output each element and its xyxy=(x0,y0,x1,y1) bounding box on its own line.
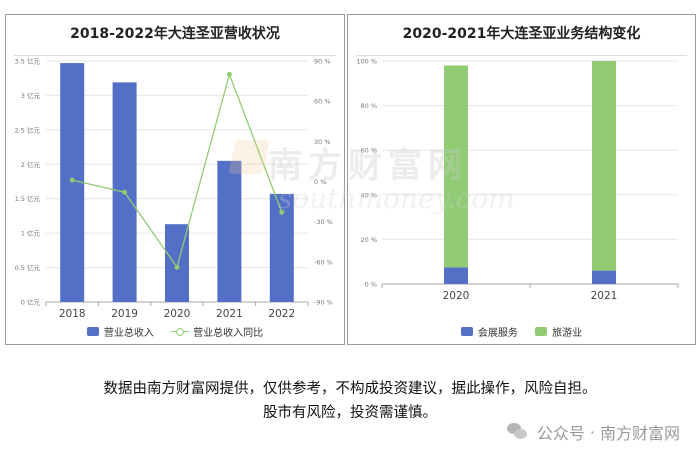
y-left-tick-label: 3.5 亿元 xyxy=(15,57,41,66)
legend-swatch-bar xyxy=(86,327,99,336)
x-tick-label: 2020 xyxy=(164,308,191,320)
y-tick-label: 60 % xyxy=(360,147,377,155)
bar-segment-tourism-2020 xyxy=(444,65,468,268)
wechat-icon xyxy=(506,423,529,441)
account-name: 南方财富网 xyxy=(599,424,680,443)
bar-revenue-2021 xyxy=(217,160,242,302)
y-left-tick-label: 1.5 亿元 xyxy=(15,194,41,203)
x-tick-label: 2019 xyxy=(111,308,138,320)
y-right-tick-label: 30 % xyxy=(314,138,331,146)
legend-swatch-bar xyxy=(535,327,548,336)
legend-item-exhibition[interactable]: 会展服务 xyxy=(460,324,518,339)
legend-label: 营业总收入 xyxy=(103,328,154,339)
y-tick-label: 100 % xyxy=(356,58,377,66)
legend-swatch-line xyxy=(171,327,190,336)
panel-title: 2020-2021年大连圣亚业务结构变化 xyxy=(402,26,641,42)
y-tick-label: 0 % xyxy=(365,281,377,289)
legend-item-revenue-yoy[interactable]: 营业总收入同比 xyxy=(171,324,263,339)
legend-swatch-bar xyxy=(460,327,473,336)
account-prefix: 公众号 xyxy=(536,424,585,443)
bar-segment-exhibition-2020 xyxy=(444,267,468,284)
y-right-tick-label: -30 % xyxy=(314,218,333,226)
y-right-tick-label: 60 % xyxy=(314,98,331,106)
point-revenue-yoy-2020 xyxy=(174,264,180,270)
bar-segment-tourism-2021 xyxy=(592,61,616,271)
y-right-tick-label: 90 % xyxy=(314,58,331,66)
title-divider xyxy=(356,55,687,56)
x-tick-label: 2021 xyxy=(591,290,618,302)
chart-legend: 会展服务 旅游业 xyxy=(348,324,695,339)
x-tick-label: 2021 xyxy=(216,308,243,320)
y-right-tick-label: -60 % xyxy=(314,258,333,266)
y-left-tick-label: 1 亿元 xyxy=(21,229,41,238)
x-tick-label: 2020 xyxy=(443,290,470,302)
disclaimer-line-1: 数据由南方财富网提供，仅供参考，不构成投资建议，据此操作，风险自担。 xyxy=(103,381,597,397)
bar-segment-exhibition-2021 xyxy=(592,270,616,284)
y-left-tick-label: 0 亿元 xyxy=(21,298,41,307)
y-tick-label: 40 % xyxy=(360,191,377,199)
y-right-tick-label: 0 % xyxy=(314,178,326,186)
disclaimer-line-2: 股市有风险，投资需谨慎。 xyxy=(263,405,437,421)
y-left-tick-label: 0.5 亿元 xyxy=(15,263,41,272)
y-left-tick-label: 3 亿元 xyxy=(21,91,41,100)
legend-label: 营业总收入同比 xyxy=(193,328,264,339)
y-tick-label: 20 % xyxy=(360,236,377,244)
point-revenue-yoy-2022 xyxy=(279,209,285,215)
legend-item-tourism[interactable]: 旅游业 xyxy=(535,324,582,339)
x-tick-label: 2022 xyxy=(268,308,295,320)
panel-title: 2018-2022年大连圣亚营收状况 xyxy=(70,26,280,42)
x-tick-label: 2018 xyxy=(59,308,86,320)
footer-separator: · xyxy=(589,422,595,442)
legend-label: 会展服务 xyxy=(477,328,518,339)
y-left-tick-label: 2.5 亿元 xyxy=(15,125,41,134)
wechat-account-footer: 公众号 · 南方财富网 xyxy=(506,420,680,444)
y-left-tick-label: 2 亿元 xyxy=(21,160,41,169)
title-divider xyxy=(14,55,336,56)
chart-legend: 营业总收入 营业总收入同比 xyxy=(6,324,344,339)
legend-label: 旅游业 xyxy=(552,328,583,339)
business-structure-chart-panel: 2020-2021年大连圣亚业务结构变化 0 % 20 % 40 % 60 % 80 %… xyxy=(347,14,696,345)
point-revenue-yoy-2021 xyxy=(226,71,232,77)
legend-item-revenue[interactable]: 营业总收入 xyxy=(86,324,154,339)
y-right-tick-label: -90 % xyxy=(314,299,333,307)
point-revenue-yoy-2018 xyxy=(69,177,75,183)
revenue-chart-panel: 2018-2022年大连圣亚营收状况 0 亿元 0.5 亿元 1 亿元 1.5 亿元 2… xyxy=(5,14,345,345)
business-structure-chart: 0 % 20 % 40 % 60 % 80 % 100 % 2020 2021 xyxy=(356,58,679,302)
y-tick-label: 80 % xyxy=(360,102,377,110)
revenue-chart: 0 亿元 0.5 亿元 1 亿元 1.5 亿元 2 亿元 2.5 亿元 3 亿元 3.5 亿元… xyxy=(15,57,333,321)
point-revenue-yoy-2019 xyxy=(122,189,128,195)
